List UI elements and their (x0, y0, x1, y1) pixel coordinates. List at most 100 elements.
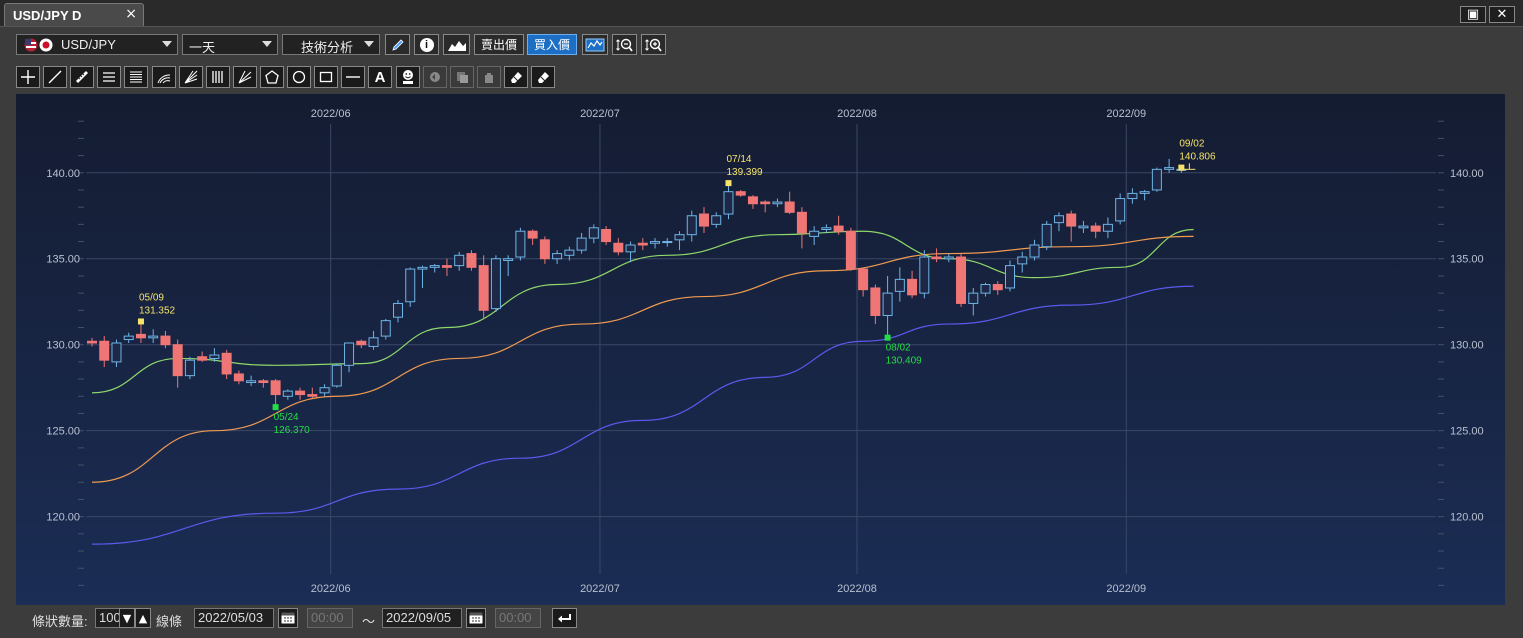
candle-body (441, 265, 452, 268)
candle-body (393, 302, 403, 318)
circle-tool-button[interactable] (287, 66, 311, 88)
candle (1078, 220, 1089, 233)
candle-body (919, 256, 930, 294)
candle-body (270, 380, 281, 396)
analysis-select[interactable]: 技術分析 (282, 34, 380, 55)
x-tick-label: 2022/08 (837, 108, 877, 120)
info-button[interactable]: i (414, 34, 439, 55)
crosshair-icon (21, 70, 35, 84)
candle (246, 375, 257, 386)
candle-body (184, 359, 195, 377)
extreme-date-label: 05/09 (139, 292, 164, 303)
candle-body (943, 256, 954, 260)
candle (845, 227, 856, 271)
eraser-all-tool-button[interactable] (531, 66, 555, 88)
sell-price-button[interactable]: 賣出價 (474, 34, 524, 55)
candle (123, 332, 134, 343)
text-icon: A (374, 68, 386, 86)
rectangle-tool-button[interactable] (314, 66, 338, 88)
crosshair-tool-button[interactable] (16, 66, 40, 88)
candle (699, 207, 709, 233)
chevron-down-icon (262, 41, 272, 47)
candle (87, 337, 97, 347)
candle (368, 330, 379, 350)
ma-long-line (91, 285, 1194, 545)
candle-body (135, 333, 146, 339)
horizontal-lines-tool-button[interactable] (97, 66, 121, 88)
extreme-date-label: 08/02 (886, 343, 911, 354)
y-tick-label: 125.00 (46, 426, 80, 438)
price-chart[interactable]: 120.00 120.00 125.00 125.00 130.00 130.00 135.… (16, 94, 1505, 605)
candle-body (870, 287, 881, 316)
angle-tool-button[interactable] (233, 66, 257, 88)
copy-tool-button[interactable] (450, 66, 474, 88)
bar-count-up-icon[interactable]: ▲ (135, 608, 151, 628)
info-icon: i (419, 37, 434, 52)
chart-tab[interactable]: USD/JPY D × (4, 3, 144, 26)
arc-tool-button[interactable] (152, 66, 176, 88)
smiley-tool-button[interactable] (396, 66, 420, 88)
candle-body (674, 234, 685, 241)
undo-tool-button[interactable] (423, 66, 447, 88)
calendar-icon[interactable] (466, 608, 486, 628)
end-date-field[interactable]: 2022/09/05 (382, 608, 462, 628)
hand-tool-button[interactable] (477, 66, 501, 88)
bar-count-down-icon[interactable]: ▼ (119, 608, 135, 628)
y-tick-label: 135.00 (46, 254, 80, 266)
candle (956, 253, 967, 307)
multi-lines-tool-button[interactable] (124, 66, 148, 88)
start-date-field[interactable]: 2022/05/03 (194, 608, 274, 628)
tab-close-icon[interactable]: × (125, 6, 137, 22)
return-button[interactable] (552, 608, 577, 628)
eraser-icon (511, 72, 522, 83)
maximize-icon[interactable]: ▣ (1460, 6, 1486, 23)
candle (1127, 188, 1138, 204)
candle (356, 339, 367, 349)
candle (172, 339, 183, 388)
zoom-in-button[interactable] (641, 34, 666, 55)
ruler-tool-button[interactable] (70, 66, 94, 88)
text-tool-button[interactable]: A (368, 66, 392, 88)
y-tick-label: 130.00 (1450, 340, 1484, 352)
candle-body (258, 380, 269, 384)
candle-body (1127, 192, 1138, 200)
candle-body (405, 268, 416, 303)
end-time-field[interactable]: 00:00 (495, 608, 541, 628)
calendar-icon[interactable] (278, 608, 298, 628)
vertical-lines-icon (212, 71, 223, 83)
vertical-lines-tool-button[interactable] (206, 66, 230, 88)
area-chart-button[interactable] (443, 34, 470, 55)
candle (1041, 220, 1052, 251)
buy-price-button[interactable]: 買入價 (527, 34, 577, 55)
period-select[interactable]: 一天 (182, 34, 278, 55)
hline-tool-button[interactable] (341, 66, 365, 88)
bar-count-label: 條狀數量: (32, 614, 88, 629)
pentagon-tool-button[interactable] (260, 66, 284, 88)
chart-style-button[interactable] (582, 34, 608, 55)
candle-body (87, 340, 97, 344)
candle (735, 189, 746, 197)
x-tick-label: 2022/06 (311, 583, 351, 595)
candle-body (625, 244, 636, 253)
candle (992, 281, 1003, 295)
fan-tool-button[interactable] (179, 66, 203, 88)
bar-count-input[interactable]: 100 (95, 608, 123, 628)
line-icon (48, 70, 62, 84)
candle (858, 267, 869, 297)
zoom-out-button[interactable] (612, 34, 637, 55)
candle-body (723, 191, 734, 215)
candle (613, 238, 624, 256)
eraser-tool-button[interactable] (504, 66, 528, 88)
close-window-icon[interactable]: ✕ (1489, 6, 1515, 23)
candle-body (454, 254, 465, 267)
symbol-label: USD/JPY (61, 37, 116, 52)
candle-body (1053, 215, 1064, 224)
pencil-button[interactable] (385, 34, 410, 55)
extreme-value-label: 131.352 (139, 305, 176, 316)
candle-body (429, 265, 440, 268)
start-time-field[interactable]: 00:00 (307, 608, 353, 628)
line-tool-button[interactable] (43, 66, 67, 88)
candle-body (368, 337, 379, 347)
symbol-select[interactable]: USD/JPY (16, 34, 178, 55)
candle (307, 387, 318, 398)
